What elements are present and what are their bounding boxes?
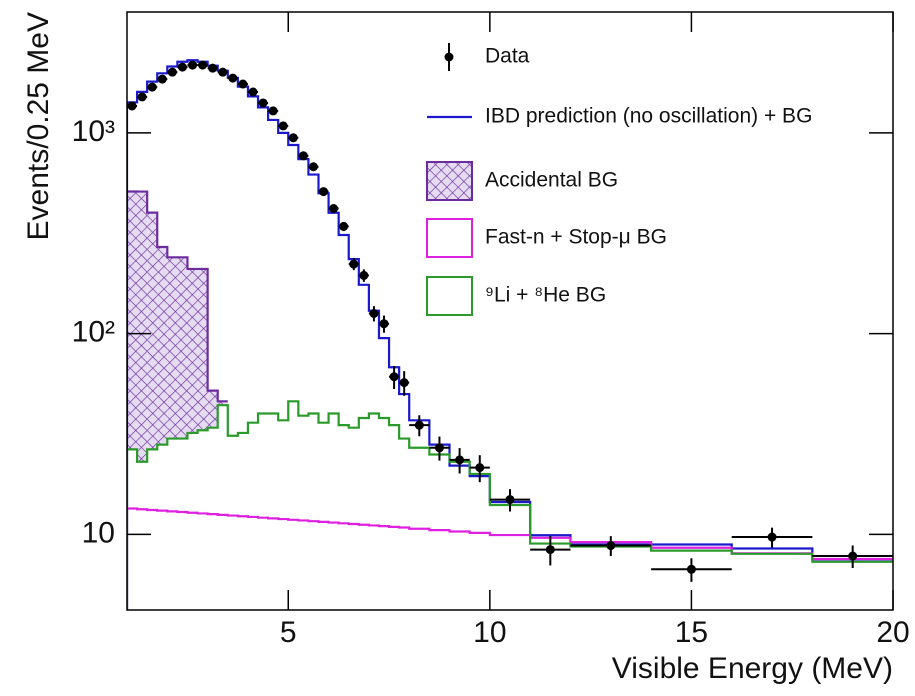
legend-label: ⁹Li + ⁸He BG	[485, 284, 606, 307]
histogram-line	[127, 59, 893, 610]
data-point	[238, 79, 248, 89]
legend-marker	[426, 218, 473, 258]
hatched-bar	[187, 268, 198, 433]
y-tick-label: 10²	[72, 316, 115, 349]
data-point	[359, 270, 369, 280]
y-axis-label: Events/0.25 MeV	[22, 12, 55, 240]
legend-marker	[444, 52, 454, 62]
data-point	[167, 67, 177, 77]
data-point	[434, 443, 444, 453]
data-point	[545, 545, 555, 555]
data-point	[248, 87, 258, 97]
legend-label: Accidental BG	[485, 169, 618, 192]
data-point	[767, 532, 777, 542]
hatched-bar	[217, 401, 228, 406]
data-point	[308, 162, 318, 172]
legend-label: IBD prediction (no oscillation) + BG	[485, 105, 812, 128]
data-point	[389, 372, 399, 382]
data-point	[379, 319, 389, 329]
data-point	[455, 455, 465, 465]
x-tick-label: 5	[280, 616, 297, 649]
data-point	[414, 420, 424, 430]
data-point	[475, 463, 485, 473]
y-tick-label: 10	[82, 516, 115, 549]
legend-marker	[426, 161, 473, 201]
hatched-bar	[207, 390, 218, 428]
x-tick-label: 10	[473, 616, 506, 649]
hatched-bar	[127, 191, 138, 450]
data-point	[329, 203, 339, 213]
hatched-bar	[137, 191, 148, 462]
hatched-bar	[147, 212, 158, 450]
data-point	[258, 98, 268, 108]
data-point	[288, 133, 298, 143]
data-point	[157, 74, 167, 84]
histogram-line	[127, 400, 893, 610]
data-point	[228, 73, 238, 83]
legend-label: Data	[485, 45, 530, 68]
hatched-bar	[197, 268, 208, 431]
hatched-bar	[177, 257, 188, 439]
plot-area	[127, 59, 893, 610]
data-point	[848, 551, 858, 561]
x-tick-label: 15	[675, 616, 708, 649]
data-point	[298, 151, 308, 161]
data-point	[147, 82, 157, 92]
hatched-outline	[127, 190, 228, 403]
data-point	[188, 60, 198, 70]
histogram-line	[127, 507, 893, 610]
data-point	[319, 187, 329, 197]
data-point	[177, 62, 187, 72]
data-point	[339, 221, 349, 231]
legend-label: Fast-n + Stop-μ BG	[485, 226, 667, 249]
hatched-bar	[157, 247, 168, 445]
y-tick-label: 10³	[72, 115, 115, 148]
data-point	[137, 92, 147, 102]
data-point	[399, 378, 409, 388]
data-point	[686, 564, 696, 574]
legend-marker	[426, 276, 473, 316]
data-point	[127, 101, 137, 111]
plot-frame	[126, 11, 894, 611]
data-point	[198, 60, 208, 70]
data-point	[349, 259, 359, 269]
data-point	[606, 541, 616, 551]
data-point	[505, 495, 515, 505]
hatched-bar	[167, 257, 178, 439]
data-point	[208, 63, 218, 73]
data-point	[268, 106, 278, 116]
x-axis-label: Visible Energy (MeV)	[612, 652, 893, 685]
x-tick-label: 20	[876, 616, 909, 649]
data-point	[218, 67, 228, 77]
data-point	[369, 308, 379, 318]
data-point	[278, 121, 288, 131]
